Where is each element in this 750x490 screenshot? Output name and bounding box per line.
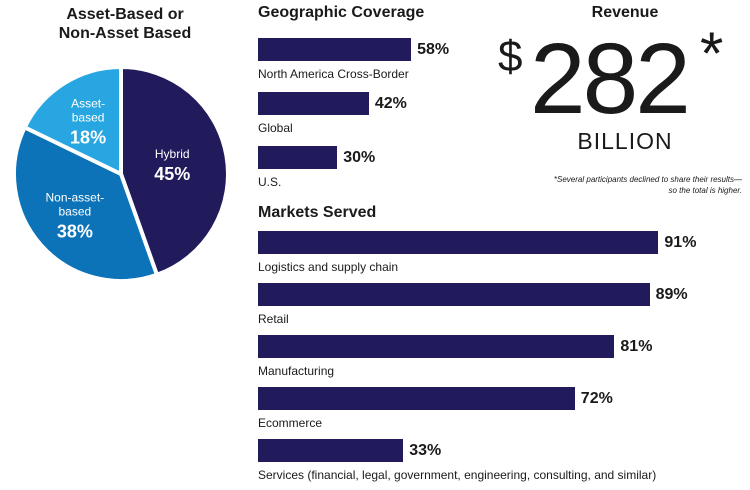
geo-bar-value-label: 42%	[374, 95, 407, 112]
pie-slice-asset-based	[22, 65, 123, 176]
geo-bar-value-label: 58%	[417, 41, 450, 58]
revenue-amount: 282	[530, 23, 691, 135]
markets-bar	[258, 439, 404, 462]
markets-bar-value-label: 72%	[580, 390, 613, 407]
pie-slice-label: Asset-	[71, 96, 105, 110]
markets-bar	[258, 283, 650, 306]
pie-slice-value-label: 38%	[57, 221, 93, 241]
revenue-footnote-line-1: *Several participants declined to share …	[553, 175, 742, 184]
pie-chart: Hybrid 45% Non-asset-based 38% Asset-based 18…	[12, 65, 230, 283]
revenue-asterisk: *	[700, 20, 724, 87]
markets-category-label: Services (financial, legal, government, …	[258, 468, 657, 482]
pie-slice-value-label: 45%	[154, 164, 190, 184]
revenue-title: Revenue	[591, 4, 659, 21]
markets-category-label: Ecommerce	[258, 416, 323, 430]
pie-slice-hybrid	[119, 65, 230, 277]
pie-title-line-2: Non-Asset Based	[58, 25, 192, 42]
pie-slice-label: Non-asset-	[45, 190, 104, 204]
revenue-currency-symbol: $	[498, 32, 523, 81]
pie-title-line-1: Asset-Based or	[66, 6, 184, 23]
geo-section-title: Geographic Coverage	[258, 4, 425, 21]
markets-bar-value-label: 89%	[655, 286, 688, 303]
revenue-footnote-line-2: so the total is higher.	[668, 186, 742, 195]
markets-bar	[258, 231, 659, 254]
markets-category-label: Retail	[258, 312, 289, 326]
geo-bar	[258, 146, 338, 169]
markets-bar-value-label: 33%	[409, 442, 442, 459]
revenue-unit: BILLION	[577, 128, 673, 154]
markets-bar-value-label: 81%	[620, 338, 653, 355]
markets-bar	[258, 387, 575, 410]
pie-slice-non-asset-based	[12, 125, 159, 283]
pie-slice-label: based	[58, 204, 91, 218]
pie-chart-title: Asset-Based or Non-Asset Based	[20, 5, 230, 43]
markets-section-title: Markets Served	[258, 204, 377, 221]
geo-category-label: Global	[258, 121, 293, 135]
geo-category-label: U.S.	[258, 175, 282, 189]
markets-category-label: Manufacturing	[258, 364, 335, 378]
revenue-footnote: *Several participants declined to share …	[472, 174, 742, 196]
geo-bar	[258, 38, 412, 61]
geo-bar	[258, 92, 369, 115]
pie-slice-label: Hybrid	[155, 147, 190, 161]
markets-bar	[258, 335, 615, 358]
geo-bar-value-label: 30%	[343, 149, 376, 166]
pie-slice-value-label: 18%	[70, 127, 106, 147]
geo-category-label: North America Cross-Border	[258, 67, 409, 81]
pie-slice-label: based	[72, 110, 105, 124]
markets-bar-value-label: 91%	[664, 234, 697, 251]
markets-category-label: Logistics and supply chain	[258, 260, 399, 274]
